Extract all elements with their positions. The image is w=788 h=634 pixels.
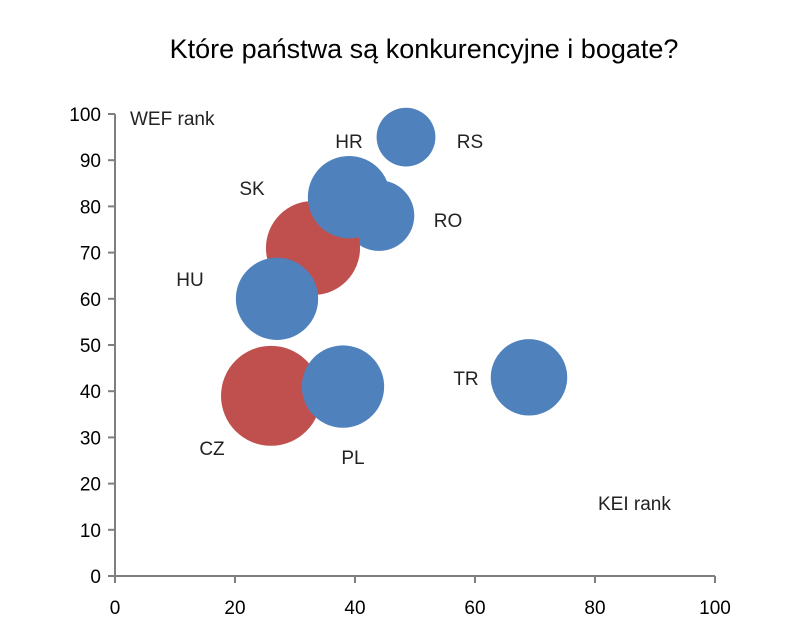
bubble-rs xyxy=(376,107,436,167)
axes: 0 10 20 30 40 50 60 70 80 90 100 0 20 40 60 80 100 xyxy=(69,105,731,619)
y-tick-label: 40 xyxy=(80,382,101,403)
bubble-label-hu: HU xyxy=(176,270,203,291)
y-tick-label: 50 xyxy=(80,336,101,357)
x-tick-label: 40 xyxy=(344,598,365,619)
x-tick-label: 80 xyxy=(584,598,605,619)
y-tick-label: 90 xyxy=(80,151,101,172)
bubble-label-sk: SK xyxy=(239,179,265,200)
bubble-label-ro: RO xyxy=(434,211,463,232)
y-ticks: 0 10 20 30 40 50 60 70 80 90 100 xyxy=(69,105,115,588)
x-tick-label: 60 xyxy=(464,598,485,619)
bubble-hr xyxy=(307,156,391,239)
bubble-label-hr: HR xyxy=(335,132,362,153)
bubble-label-tr: TR xyxy=(453,369,478,390)
bubble-tr xyxy=(490,339,568,416)
chart-title: Które państwa są konkurencyjne i bogate? xyxy=(169,34,679,64)
bubble-cz xyxy=(221,345,321,446)
y-tick-label: 80 xyxy=(80,197,101,218)
bubble-hu xyxy=(235,257,319,340)
y-tick-label: 0 xyxy=(90,567,101,588)
bubbles xyxy=(221,107,568,446)
y-tick-label: 60 xyxy=(80,290,101,311)
x-tick-label: 20 xyxy=(224,598,245,619)
y-tick-label: 30 xyxy=(80,428,101,449)
y-axis-title: WEF rank xyxy=(130,109,215,130)
x-ticks: 0 20 40 60 80 100 xyxy=(110,576,731,619)
x-tick-label: 0 xyxy=(110,598,121,619)
bubble-labels: RS RO SK HR HU CZ PL TR xyxy=(176,132,483,469)
bubble-pl xyxy=(301,345,385,428)
y-tick-label: 100 xyxy=(69,105,101,126)
bubble-label-cz: CZ xyxy=(199,439,225,460)
x-axis-title: KEI rank xyxy=(598,494,671,515)
y-tick-label: 70 xyxy=(80,244,101,265)
bubble-label-rs: RS xyxy=(457,132,483,153)
x-tick-label: 100 xyxy=(699,598,731,619)
bubble-label-pl: PL xyxy=(341,448,364,469)
y-tick-label: 20 xyxy=(80,475,101,496)
y-tick-label: 10 xyxy=(80,521,101,542)
